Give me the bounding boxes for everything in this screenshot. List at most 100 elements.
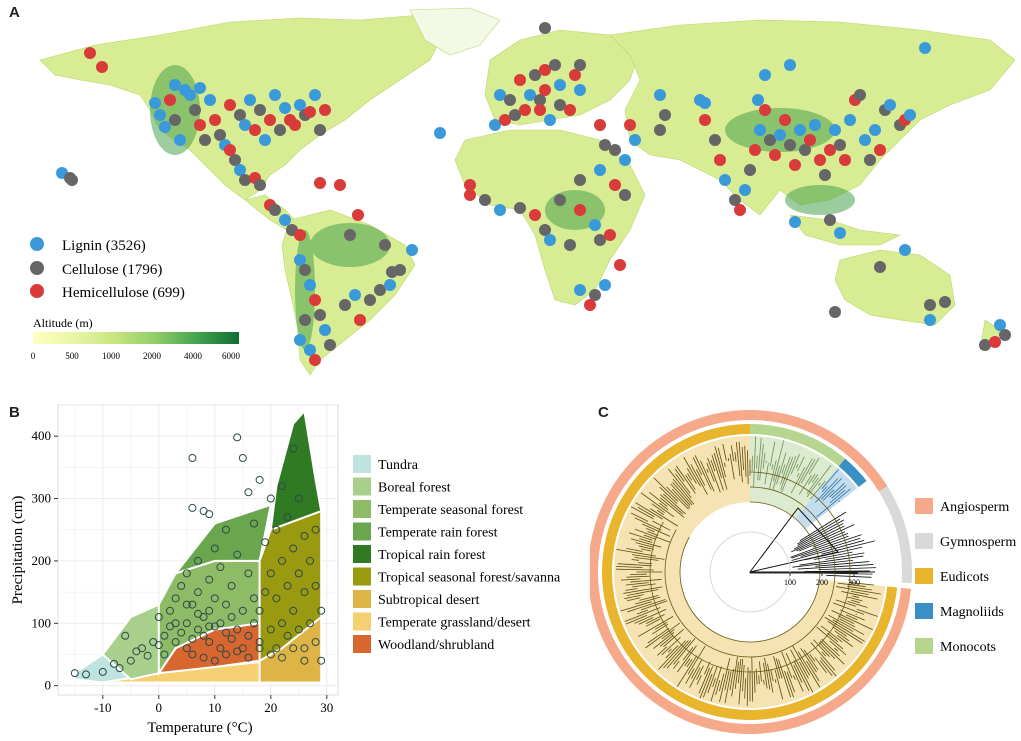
tree-branch <box>729 453 735 480</box>
tree-branch <box>672 478 695 505</box>
map-point <box>209 114 221 126</box>
data-point <box>283 513 292 522</box>
map-point <box>719 174 731 186</box>
data-point <box>244 653 253 662</box>
tree-branch <box>706 462 715 483</box>
map-point <box>499 114 511 126</box>
legend-hemicellulose-marker <box>30 284 44 298</box>
tree-branch <box>702 673 713 698</box>
biome-legend-swatch <box>353 500 371 518</box>
map-point <box>519 104 531 116</box>
altitude-title: Altitude (m) <box>33 316 93 330</box>
data-point <box>300 531 309 540</box>
map-point <box>749 144 761 156</box>
tree-branch <box>699 666 714 699</box>
map-point <box>269 204 281 216</box>
tree-branch <box>710 460 716 472</box>
tree-branch <box>646 528 655 533</box>
tree-branch <box>814 478 839 503</box>
map-point <box>734 204 746 216</box>
data-point <box>188 503 197 512</box>
data-point <box>250 594 258 603</box>
data-point <box>166 606 174 615</box>
data-point <box>306 556 314 565</box>
data-point <box>244 569 253 578</box>
map-point <box>149 97 161 109</box>
tree-branch <box>685 668 695 684</box>
map-point <box>254 104 266 116</box>
map-point <box>564 104 576 116</box>
tree-branch <box>632 583 656 588</box>
biome-legend-swatch <box>353 567 371 586</box>
tree-branch <box>839 618 856 628</box>
tree-branch <box>722 444 727 461</box>
data-point <box>255 606 264 615</box>
tree-branch <box>811 474 819 483</box>
data-point <box>188 600 197 609</box>
tree-branch <box>798 475 812 495</box>
tree-branch <box>686 659 693 668</box>
map-point <box>384 279 396 291</box>
ring-magnoliids <box>838 458 867 488</box>
clade-legend: Angiosperm Gymnosperm Eudicots Magnoliids Mo… <box>915 498 1016 655</box>
map-point <box>854 89 866 101</box>
tree-branch <box>706 468 709 473</box>
tree-branch <box>800 647 817 673</box>
tree-branch <box>634 609 667 624</box>
y-tick-label: 0 <box>45 678 52 693</box>
biome-region <box>269 409 323 532</box>
tree-branch-gymnosperm <box>825 552 865 560</box>
data-point <box>289 644 298 653</box>
tree-branch <box>834 630 850 642</box>
altitude-tick-label: 1000 <box>102 351 121 361</box>
tree-branch <box>780 456 794 490</box>
tree-branch <box>616 568 654 571</box>
x-tick-label: 30 <box>320 700 333 715</box>
tree-branch <box>751 657 754 702</box>
tree-branch <box>696 665 704 680</box>
tree-branch <box>742 664 745 692</box>
panel-label-a: A <box>9 4 20 21</box>
tree-branch <box>723 462 726 467</box>
altitude-tick-label: 500 <box>65 351 79 361</box>
map-point <box>714 154 726 166</box>
biome-legend-label: Woodland/shrubland <box>378 638 494 653</box>
tree-backbone-arc <box>679 501 821 643</box>
tree-branch <box>813 639 830 657</box>
data-point <box>283 581 292 590</box>
map-point <box>234 164 246 176</box>
tree-branch-gymnosperm <box>818 567 877 571</box>
map-point <box>229 154 241 166</box>
map-point <box>594 119 606 131</box>
altitude-tick-label: 0 <box>31 351 36 361</box>
map-point <box>799 144 811 156</box>
data-point <box>205 622 214 631</box>
map-point <box>779 114 791 126</box>
tree-branch <box>713 452 722 479</box>
biome-legend-swatch <box>353 545 371 563</box>
map-point <box>829 306 841 318</box>
data-point <box>278 482 286 491</box>
map-point <box>814 154 826 166</box>
tree-branch <box>638 616 674 637</box>
data-point <box>194 609 202 618</box>
map-point <box>549 59 561 71</box>
map-point <box>599 139 611 151</box>
map-point <box>214 129 226 141</box>
tree-branch <box>691 659 703 679</box>
map-point <box>294 254 306 266</box>
map-point <box>699 97 711 109</box>
tree-branch <box>799 661 809 679</box>
map-point <box>294 334 306 346</box>
tree-branch <box>781 464 786 474</box>
tree-branch-gymnosperm <box>791 534 862 559</box>
tree-branch <box>635 502 663 520</box>
tree-branch <box>710 666 722 702</box>
map-point <box>304 279 316 291</box>
clade-legend-label: Monocots <box>940 640 996 655</box>
map-point <box>764 134 776 146</box>
biome-legend-swatch <box>353 612 371 631</box>
data-point <box>311 581 320 590</box>
tree-branch <box>661 636 681 656</box>
data-point <box>278 556 286 565</box>
